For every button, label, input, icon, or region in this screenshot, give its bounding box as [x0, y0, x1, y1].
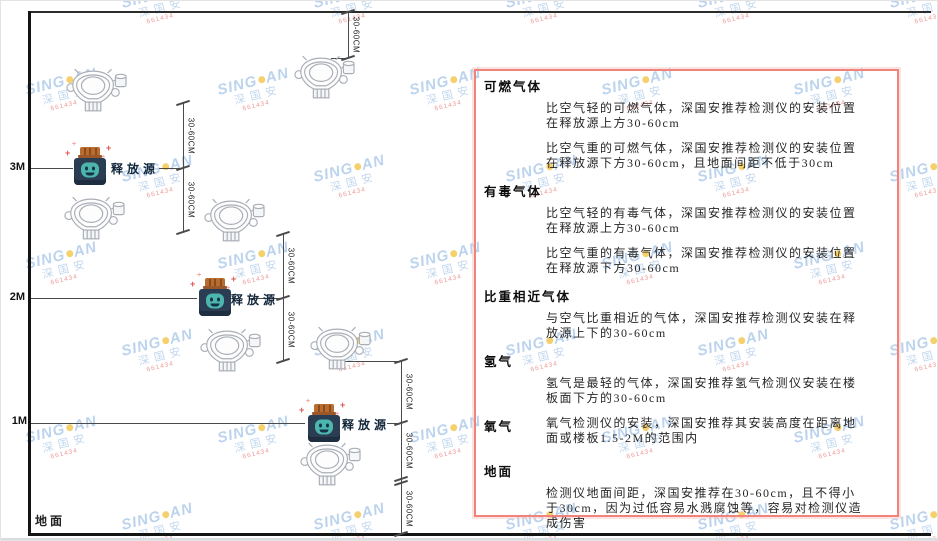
spark-icon: + [306, 398, 311, 405]
dimension-label: 30-60CM [186, 117, 196, 154]
spark-icon: + [197, 272, 202, 279]
leader-line [341, 361, 401, 362]
spark-icon: + [101, 154, 105, 161]
ground-label: 地面 [35, 514, 66, 528]
release-source-rim [203, 286, 227, 289]
panel-paragraph: 比空气轻的有毒气体，深国安推荐检测仪的安装位置在释放源上方30-60cm [546, 206, 857, 235]
gas-detector-icon [300, 442, 361, 486]
release-source-cap [205, 278, 225, 287]
release-source-icon: ++++ [190, 272, 236, 318]
spark-icon: + [226, 285, 230, 292]
release-source-label: 释放源 [231, 293, 280, 307]
spark-icon: + [65, 148, 71, 158]
panel-paragraph: 比空气重的可燃气体，深国安推荐检测仪的安装位置在释放源下方30-60cm，且地面… [546, 141, 857, 170]
slide-edge-strip [1, 538, 937, 540]
dimension-tick [276, 357, 290, 365]
release-source-rim [312, 412, 336, 415]
release-source-body [199, 289, 231, 316]
panel-heading-hydrogen: 氢气 [484, 355, 514, 369]
release-source-icon: ++++ [65, 141, 111, 187]
panel-paragraph: 氢气是最轻的气体，深国安推荐氢气检测仪安装在楼板面下方的30-60cm [546, 376, 857, 405]
dimension-label: 30-60CM [404, 490, 414, 527]
gas-detector-icon [204, 198, 265, 242]
panel-section-hydrogen: 氢气氢气是最轻的气体，深国安推荐氢气检测仪安装在楼板面下方的30-60cm [484, 351, 889, 406]
panel-section-ground: 地面检测仪地面间距，深国安推荐在30-60cm，且不得小于30cm，因为过低容易… [484, 461, 889, 531]
wall-line [28, 11, 31, 535]
leader-line [387, 423, 401, 424]
dimension-tick [394, 530, 408, 538]
ceiling-line [29, 11, 931, 13]
spark-icon: + [72, 141, 77, 148]
gas-face-icon [206, 293, 224, 309]
leader-line [331, 58, 348, 59]
release-source-cap [80, 147, 100, 156]
panel-heading-combustible: 可燃气体 [484, 80, 543, 94]
panel-heading-toxic: 有毒气体 [484, 185, 543, 199]
spark-icon: + [335, 411, 339, 418]
release-source-label: 释放源 [111, 162, 160, 176]
release-source-cap [314, 404, 334, 413]
spark-icon: + [340, 400, 346, 410]
panel-paragraph: 检测仪地面间距，深国安推荐在30-60cm，且不得小于30cm，因为过低容易水溅… [546, 486, 863, 530]
gas-detector-icon [64, 196, 125, 240]
release-source-icon: ++++ [299, 398, 345, 444]
dimension-label: 30-60CM [351, 16, 361, 54]
release-source-body [308, 415, 340, 442]
height-label-2m: 2M [9, 291, 25, 303]
panel-heading-similar-density: 比重相近气体 [484, 290, 572, 304]
ground-line [28, 533, 931, 536]
panel-heading-ground: 地面 [484, 465, 514, 479]
panel-section-combustible: 可燃气体 比空气轻的可燃气体，深国安推荐检测仪的安装位置在释放源上方30-60cm… [484, 76, 889, 171]
gas-face-icon [315, 419, 333, 435]
dimension-label: 30-60CM [286, 247, 296, 285]
dimension-line [401, 361, 402, 534]
info-panel: 可燃气体 比空气轻的可燃气体，深国安推荐检测仪的安装位置在释放源上方30-60cm… [474, 69, 899, 530]
panel-section-toxic: 有毒气体 比空气轻的有毒气体，深国安推荐检测仪的安装位置在释放源上方30-60cm… [484, 181, 889, 276]
spark-icon: + [231, 274, 237, 284]
leader-line [31, 298, 197, 299]
spark-icon: + [190, 279, 196, 289]
panel-paragraph: 与空气比重相近的气体，深国安推荐检测仪安装在释放源上下的30-60cm [546, 311, 857, 340]
gas-detector-icon [66, 68, 127, 112]
panel-section-oxygen: 氧气 氧气检测仪的安装，深国安推荐其安装高度在距离地面或楼板1.5-2M的范围内 [484, 416, 889, 456]
gas-detector-icon [310, 326, 371, 370]
height-label-3m: 3M [9, 161, 25, 173]
release-source-label: 释放源 [342, 418, 391, 432]
panel-body-oxygen: 氧气检测仪的安装，深国安推荐其安装高度在距离地面或楼板1.5-2M的范围内 [546, 416, 889, 456]
dimension-tick [176, 228, 190, 236]
dimension-line [348, 12, 349, 58]
leader-line [31, 168, 73, 169]
gas-detector-icon [294, 55, 355, 99]
panel-paragraph: 比空气轻的可燃气体，深国安推荐检测仪的安装位置在释放源上方30-60cm [546, 101, 857, 130]
panel-paragraph: 氧气检测仪的安装，深国安推荐其安装高度在距离地面或楼板1.5-2M的范围内 [546, 416, 857, 445]
release-source-rim [78, 155, 102, 158]
spark-icon: + [106, 143, 112, 153]
release-source-body [74, 158, 106, 185]
gas-face-icon [81, 162, 99, 178]
dimension-label: 30-60CM [186, 181, 196, 219]
panel-section-similar-density: 比重相近气体与空气比重相近的气体，深国安推荐检测仪安装在释放源上下的30-60c… [484, 286, 889, 341]
dimension-label: 30-60CM [404, 373, 414, 411]
dimension-label: 30-60CM [404, 432, 414, 470]
dimension-label: 30-60CM [286, 311, 296, 348]
leader-line [159, 168, 183, 169]
leader-line [251, 298, 283, 299]
height-label-1m: 1M [11, 415, 27, 427]
panel-paragraph: 比空气重的有毒气体，深国安推荐检测仪的安装位置在释放源下方30-60cm [546, 246, 857, 275]
gas-detector-icon [200, 328, 261, 372]
spark-icon: + [299, 405, 305, 415]
leader-line [31, 423, 305, 424]
panel-heading-oxygen: 氧气 [484, 420, 514, 434]
